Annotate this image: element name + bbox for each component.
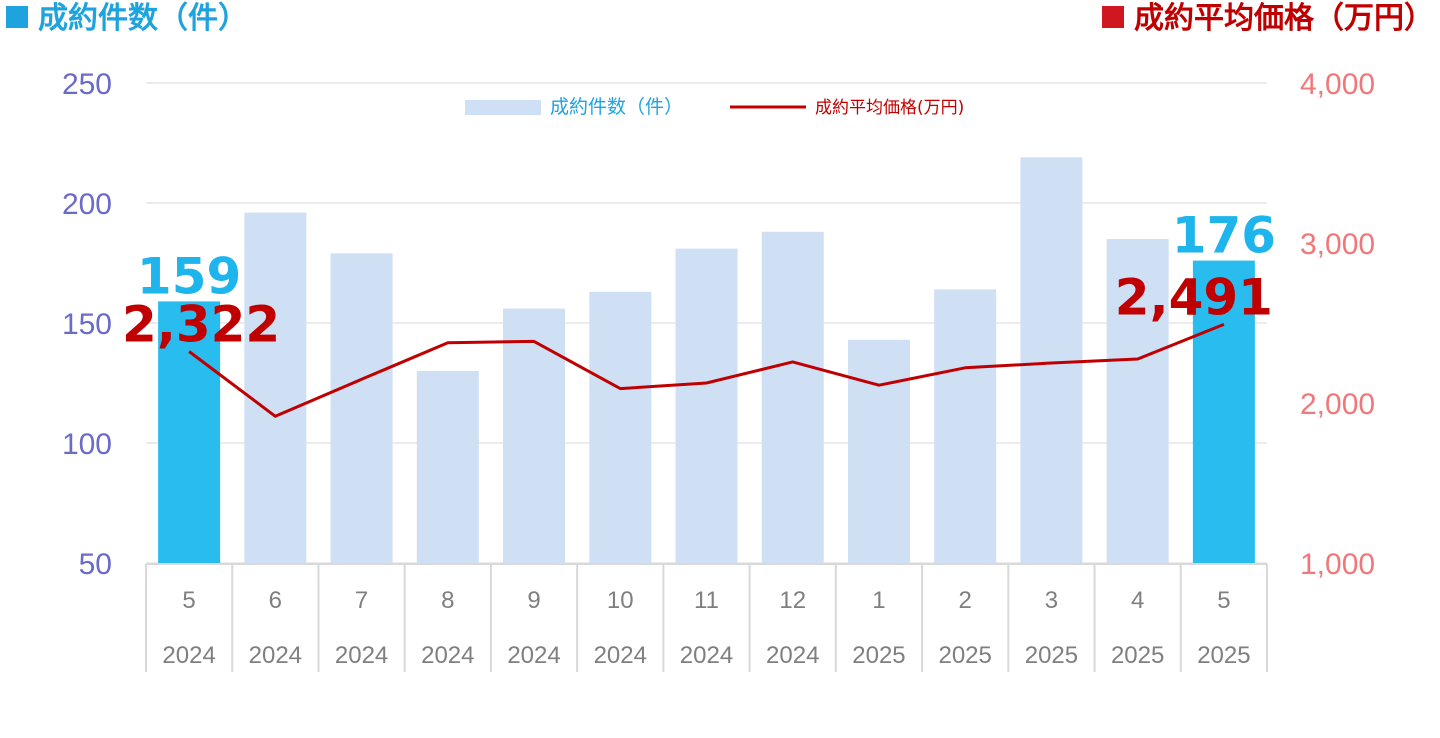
year-tick-label: 2025 bbox=[852, 642, 905, 669]
year-tick-label: 2024 bbox=[680, 642, 733, 669]
data-label-price: 2,491 bbox=[1115, 268, 1273, 326]
bar bbox=[158, 301, 221, 563]
year-tick-label: 2024 bbox=[766, 642, 819, 669]
right-axis: 1,000 2,000 3,000 4,000 bbox=[1300, 68, 1375, 581]
data-label-count: 176 bbox=[1172, 207, 1276, 265]
right-tick-label: 4,000 bbox=[1300, 68, 1375, 101]
month-tick-label: 4 bbox=[1131, 587, 1144, 614]
data-label-count: 159 bbox=[137, 247, 241, 305]
year-tick-label: 2025 bbox=[1197, 642, 1250, 669]
month-tick-label: 5 bbox=[1217, 587, 1230, 614]
price-line bbox=[188, 323, 1225, 418]
line-series bbox=[188, 323, 1225, 418]
month-tick-label: 12 bbox=[779, 587, 806, 614]
legend-label-bars: 成約件数（件） bbox=[550, 96, 683, 118]
bar bbox=[416, 371, 479, 563]
left-tick-label: 250 bbox=[62, 68, 112, 101]
data-label-price: 2,322 bbox=[122, 295, 280, 353]
bar bbox=[675, 248, 738, 563]
bar bbox=[1106, 239, 1169, 563]
bar bbox=[244, 212, 307, 563]
left-axis: 50 100 150 200 250 bbox=[62, 68, 112, 581]
right-tick-label: 1,000 bbox=[1300, 548, 1375, 581]
bar bbox=[847, 339, 910, 563]
year-tick-label: 2024 bbox=[162, 642, 215, 669]
bar bbox=[330, 253, 393, 563]
month-tick-label: 5 bbox=[182, 587, 195, 614]
year-tick-label: 2024 bbox=[507, 642, 560, 669]
legend-label-line: 成約平均価格(万円) bbox=[815, 98, 964, 118]
month-tick-label: 6 bbox=[269, 587, 282, 614]
right-tick-label: 3,000 bbox=[1300, 228, 1375, 261]
month-tick-label: 3 bbox=[1045, 587, 1058, 614]
bar bbox=[589, 291, 652, 563]
month-tick-label: 10 bbox=[607, 587, 634, 614]
bar bbox=[503, 308, 566, 563]
year-tick-label: 2024 bbox=[594, 642, 647, 669]
right-axis-header: 成約平均価格（万円） bbox=[1102, 0, 1434, 38]
left-tick-label: 100 bbox=[62, 428, 112, 461]
square-marker-icon bbox=[6, 5, 28, 28]
left-tick-label: 200 bbox=[62, 188, 112, 221]
legend-swatch-bars bbox=[465, 100, 541, 115]
year-tick-label: 2024 bbox=[335, 642, 388, 669]
bar bbox=[934, 289, 997, 563]
right-tick-label: 2,000 bbox=[1300, 388, 1375, 421]
month-tick-label: 2 bbox=[959, 587, 972, 614]
square-marker-icon bbox=[1102, 5, 1124, 28]
left-tick-label: 150 bbox=[62, 308, 112, 341]
left-axis-title: 成約件数（件） bbox=[38, 1, 248, 36]
year-tick-label: 2025 bbox=[1111, 642, 1164, 669]
month-tick-label: 9 bbox=[527, 587, 540, 614]
bar bbox=[1020, 157, 1083, 563]
legend: 成約件数（件） 成約平均価格(万円) bbox=[465, 96, 964, 118]
left-tick-label: 50 bbox=[79, 548, 112, 581]
bar bbox=[1192, 260, 1255, 563]
month-tick-label: 1 bbox=[872, 587, 885, 614]
bar bbox=[761, 231, 824, 564]
year-tick-label: 2025 bbox=[1025, 642, 1078, 669]
bar-series bbox=[158, 157, 1255, 564]
year-tick-label: 2024 bbox=[421, 642, 474, 669]
month-tick-label: 8 bbox=[441, 587, 454, 614]
year-tick-label: 2025 bbox=[938, 642, 991, 669]
month-tick-label: 7 bbox=[355, 587, 368, 614]
right-axis-title: 成約平均価格（万円） bbox=[1134, 1, 1434, 36]
month-tick-label: 11 bbox=[694, 587, 719, 614]
year-tick-label: 2024 bbox=[249, 642, 302, 669]
left-axis-header: 成約件数（件） bbox=[6, 0, 248, 38]
